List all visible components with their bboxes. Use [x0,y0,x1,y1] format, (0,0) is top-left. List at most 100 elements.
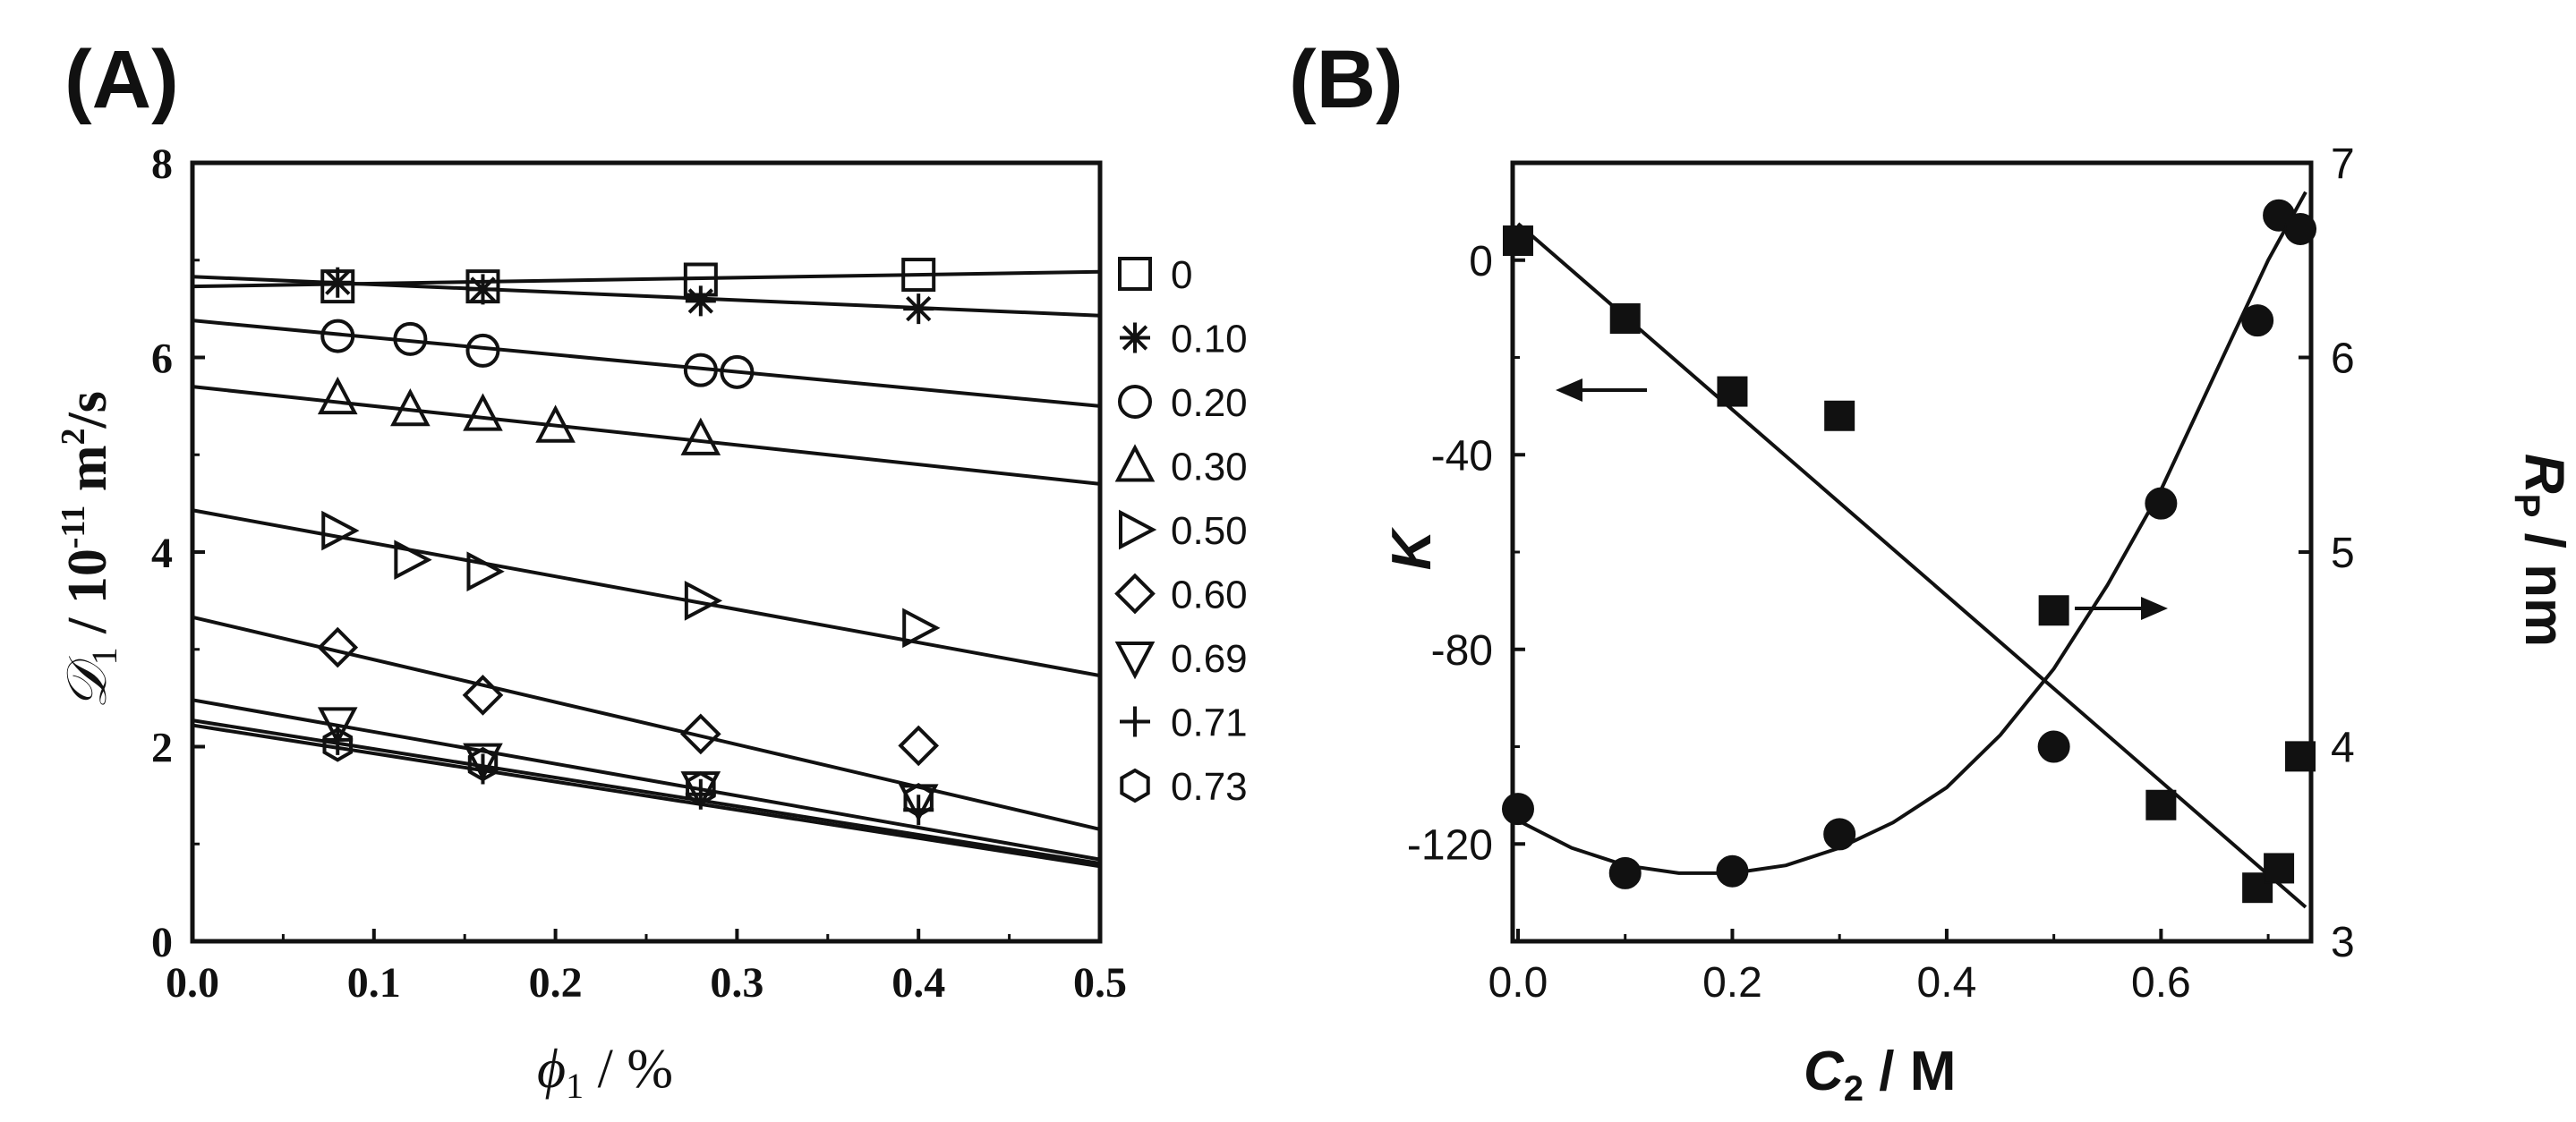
y-tick-label: 6 [151,336,173,383]
b-x-tick-label: 0.6 [2131,959,2191,1007]
y-unit3: /s [57,391,118,429]
x-sub: 1 [566,1066,584,1106]
data-point-K [1502,225,1533,256]
b-right-tick-label: 3 [2331,919,2355,966]
legend-label: 0.10 [1171,318,1248,361]
x-tick-label: 0.2 [529,959,583,1007]
arrow-right-annotation [2075,597,2168,620]
y-unit: / 10 [57,548,118,647]
rp-symbol: R [2513,454,2575,494]
panel-b-x-axis-title: C2 / M [1804,1041,1956,1109]
data-point-0.73 [322,727,353,762]
data-point-K [1717,376,1748,407]
b-x-tick-label: 0.0 [1488,959,1548,1007]
data-point-0.20 [320,319,355,353]
data-point-0.30 [680,417,721,455]
data-point-0.10 [467,274,499,305]
data-point-0.10 [322,267,354,298]
data-point-R_P [1823,818,1856,851]
x-unit: / % [584,1039,673,1100]
data-point-0.50 [902,608,941,649]
data-point-R_P [2145,487,2178,520]
panel-a-legend: 0 0.10 0.20 0.30 0.50 0.60 0.69 0.71 0.73 [1114,253,1248,809]
data-point-0.30 [463,393,503,431]
b-right-tick-label: 5 [2331,530,2355,577]
panel-a-x-axis-title: ϕ1 / % [537,1039,673,1106]
y-tick-label: 8 [151,140,173,188]
b-right-tick-label: 4 [2331,725,2355,772]
y-tick-label: 4 [151,530,173,577]
x-tick-label: 0.0 [166,959,219,1007]
data-point-K [2242,872,2273,904]
panel-b-label: (B) [1289,34,1403,125]
data-point-0.60 [317,626,359,668]
legend-label: 0.71 [1171,701,1248,745]
data-point-0 [901,258,936,293]
panel-a-markers [317,258,941,826]
data-point-0.50 [321,510,360,551]
x-tick-label: 0.4 [891,959,945,1007]
data-point-R_P [1716,854,1749,888]
data-point-R_P [1608,856,1642,889]
data-point-K [2145,789,2177,820]
x-tick-label: 0.1 [347,959,401,1007]
legend-label: 0.30 [1171,446,1248,489]
x-symbol-b: C [1804,1041,1845,1102]
data-point-0.20 [393,321,428,356]
legend-label: 0.50 [1171,509,1248,553]
b-x-tick-label: 0.2 [1702,959,1762,1007]
arrow-right-head [2141,597,2168,620]
y-tick-label: 2 [151,725,173,772]
b-left-tick-label: -40 [1431,432,1493,480]
panel-b-plot-frame [1510,160,2314,944]
data-point-K [2038,595,2069,626]
b-right-tick-label: 6 [2331,336,2355,383]
rp-unit: / nm [2513,517,2575,647]
legend-label: 0.20 [1171,381,1248,425]
panel-a-y-axis-title: 𝒟1 / 10-11 m2/s [55,391,124,710]
x-tick-label: 0.3 [710,959,763,1007]
data-point-0.50 [684,581,723,621]
b-left-tick-label: -80 [1431,627,1493,675]
legend-label: 0.73 [1171,765,1248,809]
data-point-0.30 [390,387,431,427]
legend-marker-0.69 [1114,642,1156,680]
data-point-0.73 [467,746,499,782]
data-point-0.69 [463,743,503,781]
panel-b-left-axis-title: K [1381,526,1443,570]
data-point-0.20 [465,333,500,368]
y-sub: 1 [84,647,124,665]
panel-b-right-axis-title: RP / nm [2507,454,2575,647]
fit-line-0.30 [192,385,1101,486]
data-point-0.20 [683,353,718,387]
fit-line-0.60 [192,615,1101,831]
legend-marker-0.60 [1114,573,1156,615]
data-point-0.50 [466,551,505,592]
x-sub-b: 2 [1844,1069,1864,1109]
data-point-0.73 [686,770,716,806]
data-point-0.60 [898,725,940,767]
data-point-0.60 [462,675,504,716]
legend-marker-0.50 [1119,509,1157,550]
data-point-R_P [2241,304,2274,337]
b-left-tick-label: 0 [1469,238,1493,285]
panel-b-fit-lines [1516,191,2307,909]
data-point-R_P [1501,793,1534,826]
y-tick-label: 0 [151,919,173,966]
panel-b-ticks: 0.0 0.2 0.4 0.6 0 -40 -80 -120 3 4 5 6 7 [1407,140,2355,1007]
data-point-0.73 [903,782,934,818]
legend-marker-0.20 [1118,385,1152,419]
legend-label: 0.69 [1171,637,1248,681]
x-tick-label: 0.5 [1073,959,1127,1007]
data-point-0.50 [394,540,432,581]
arrow-left-head [1556,378,1582,402]
fit-line-0.71 [192,718,1101,865]
data-point-R_P [2037,730,2070,763]
y-exp: -11 [55,506,92,549]
y-exp2: 2 [55,428,92,445]
legend-marker-0 [1118,257,1152,291]
data-point-K [2264,853,2295,884]
